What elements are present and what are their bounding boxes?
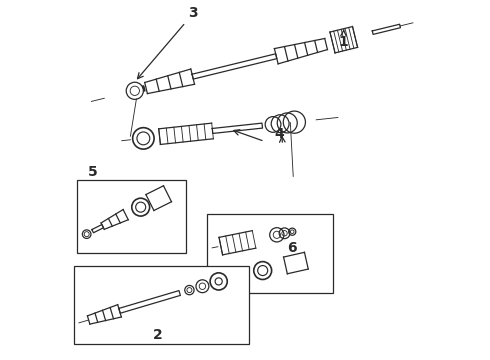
Text: 3: 3 [138, 6, 198, 79]
Bar [74, 266, 248, 344]
Bar [77, 180, 186, 253]
Text: 6: 6 [287, 241, 296, 255]
Text: 1: 1 [339, 30, 348, 49]
Bar [207, 214, 333, 293]
Text: 4: 4 [274, 127, 284, 141]
Text: 2: 2 [152, 328, 162, 342]
Text: 5: 5 [88, 166, 98, 179]
